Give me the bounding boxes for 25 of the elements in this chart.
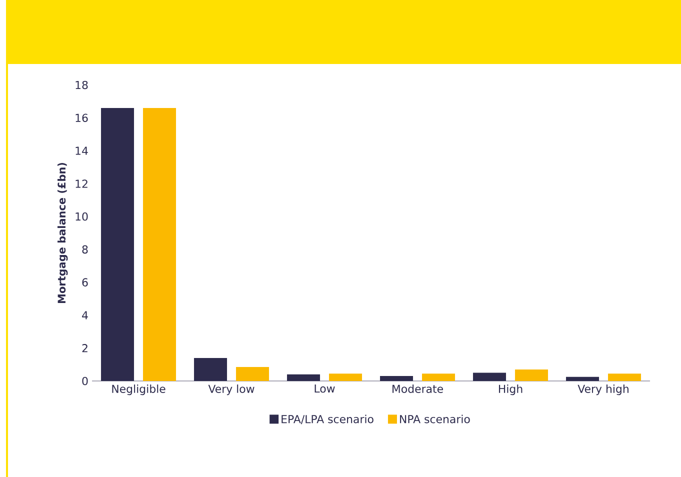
x-tick-label: Low — [314, 384, 335, 393]
bar — [515, 369, 548, 381]
y-tick-label: 12 — [76, 180, 88, 188]
bar — [608, 374, 642, 381]
y-tick-label: 10 — [76, 212, 88, 221]
bar — [236, 367, 270, 381]
x-tick-label: High — [498, 384, 522, 396]
y-tick-label: 16 — [76, 114, 88, 122]
y-tick-label: 6 — [82, 278, 88, 286]
bar — [143, 108, 176, 381]
legend-label: EPA/LPA scenario — [282, 414, 374, 424]
legend-label: NPA scenario — [400, 414, 470, 424]
y-tick-label: 2 — [82, 344, 88, 352]
bar — [422, 374, 456, 381]
y-tick-label: 0 — [82, 376, 88, 386]
x-tick-label: Very low — [208, 384, 254, 396]
y-tick-label: 8 — [82, 245, 88, 254]
y-tick-label: 18 — [76, 80, 88, 90]
x-tick-label: Very high — [578, 384, 628, 396]
y-axis-title: Mortgage balance (£bn) — [58, 162, 68, 303]
x-tick-label: Negligible — [112, 384, 166, 396]
y-tick-label: 14 — [76, 146, 88, 155]
x-tick-label: Moderate — [392, 384, 443, 393]
y-tick-label: 4 — [82, 311, 88, 320]
bar — [329, 374, 362, 381]
